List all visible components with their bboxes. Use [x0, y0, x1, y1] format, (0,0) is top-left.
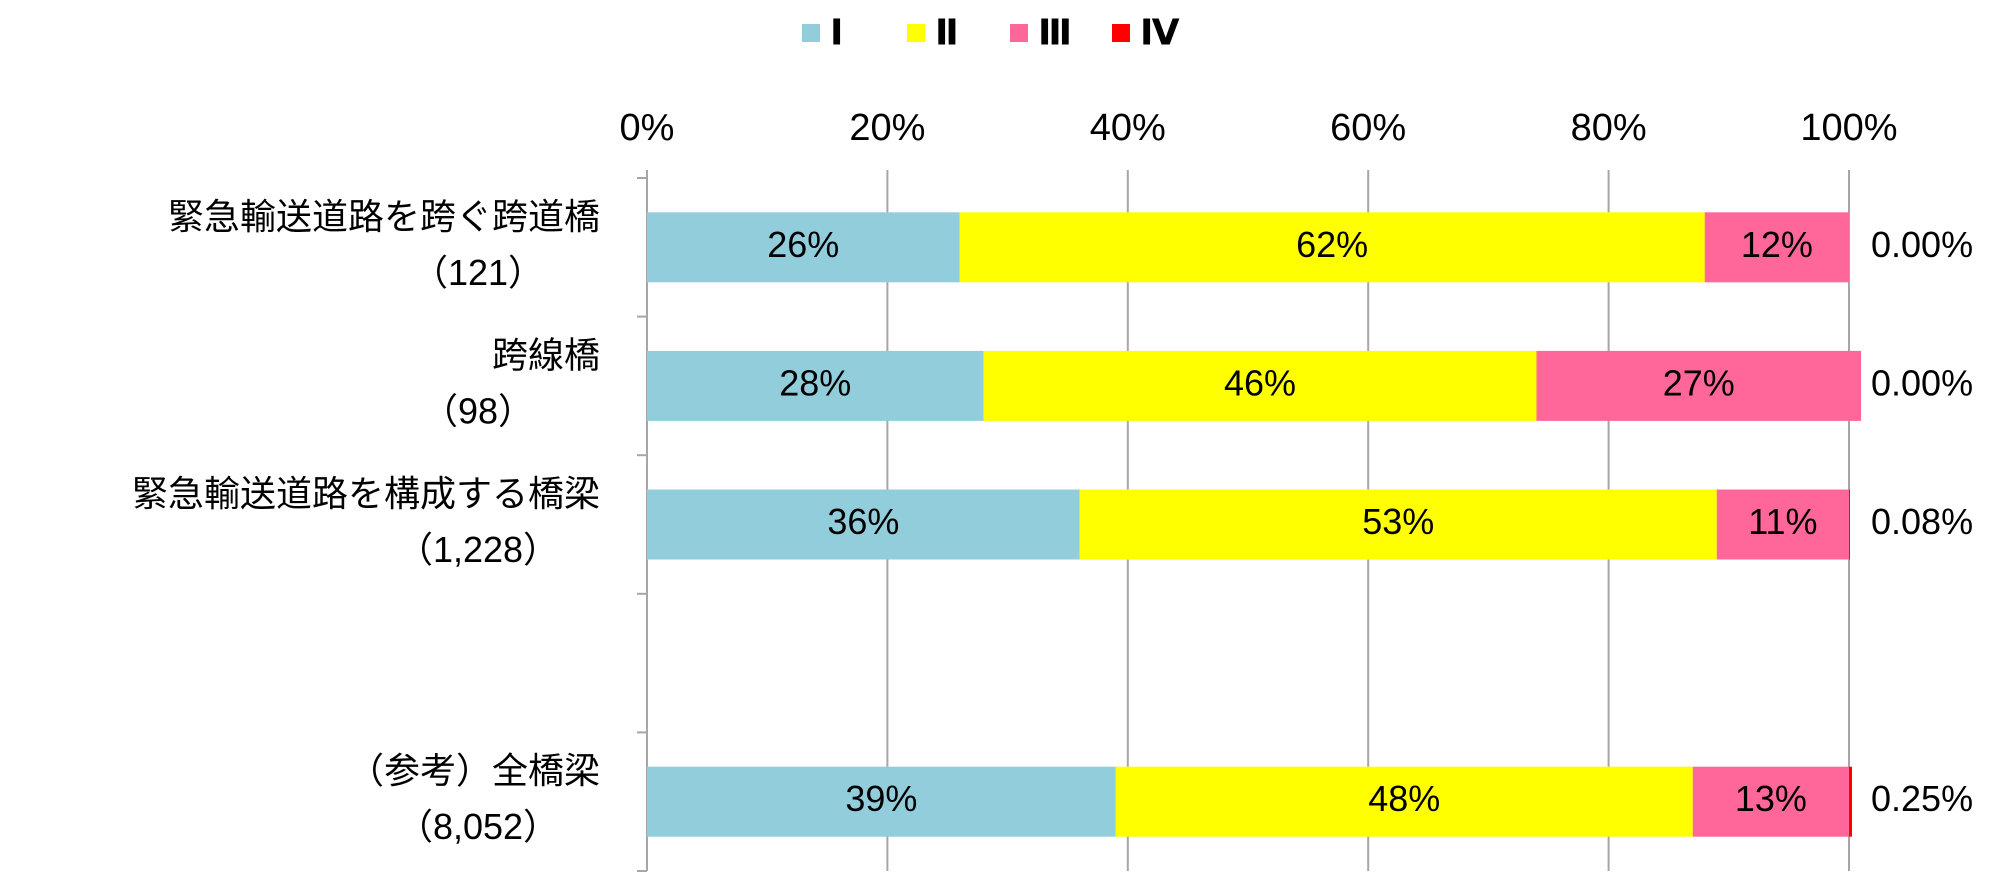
value-label: 46% — [1224, 362, 1296, 403]
category-label: 跨線橋 — [492, 334, 600, 375]
legend-label: Ⅲ — [1038, 12, 1072, 53]
value-label: 53% — [1362, 501, 1434, 542]
value-label: 27% — [1663, 362, 1735, 403]
bar-segment — [959, 212, 1705, 283]
bar-segment — [1716, 489, 1849, 560]
category-label: （8,052） — [397, 806, 559, 847]
x-tick-label: 20% — [849, 107, 925, 149]
x-tick-label: 0% — [620, 107, 675, 149]
x-tick-label: 40% — [1090, 107, 1166, 149]
bar-segment — [1079, 489, 1717, 560]
legend-label: Ⅰ — [830, 12, 843, 53]
legend-swatch — [802, 24, 820, 42]
bar-segment — [647, 766, 1116, 837]
category-label: （1,228） — [397, 529, 559, 570]
bar-segment — [647, 489, 1080, 560]
legend-swatch — [1112, 24, 1130, 42]
x-tick-label: 80% — [1571, 107, 1647, 149]
value-label: 0.00% — [1871, 224, 1973, 265]
value-label: 39% — [845, 778, 917, 819]
legend-label: Ⅳ — [1140, 12, 1180, 53]
bar-segment — [647, 212, 960, 283]
category-label: （121） — [412, 252, 544, 293]
value-label: 13% — [1735, 778, 1807, 819]
value-label: 48% — [1368, 778, 1440, 819]
bar-segment — [1692, 766, 1849, 837]
x-tick-label: 100% — [1800, 107, 1897, 149]
category-label: 緊急輸送道路を構成する橋梁 — [132, 473, 600, 514]
value-label: 0.08% — [1871, 501, 1973, 542]
value-label: 11% — [1748, 501, 1817, 542]
bar-segment — [647, 350, 984, 421]
legend-label: Ⅱ — [935, 12, 959, 53]
legend-swatch — [1010, 24, 1028, 42]
value-label: 0.25% — [1871, 778, 1973, 819]
category-label: （参考）全橋梁 — [348, 750, 600, 791]
value-label: 26% — [767, 224, 839, 265]
bar-segment — [1849, 766, 1853, 837]
legend-swatch — [907, 24, 925, 42]
value-label: 0.00% — [1871, 362, 1973, 403]
category-label: 緊急輸送道路を跨ぐ跨道橋 — [168, 196, 600, 237]
value-label: 28% — [779, 362, 851, 403]
bar-segment — [1704, 212, 1849, 283]
category-label: （98） — [422, 390, 534, 431]
value-label: 62% — [1296, 224, 1368, 265]
value-label: 36% — [827, 501, 899, 542]
bar-segment — [1849, 489, 1850, 560]
x-tick-label: 60% — [1330, 107, 1406, 149]
value-label: 12% — [1741, 224, 1813, 265]
bar-segment — [1536, 350, 1862, 421]
bar-segment — [983, 350, 1537, 421]
bar-segment — [1115, 766, 1693, 837]
